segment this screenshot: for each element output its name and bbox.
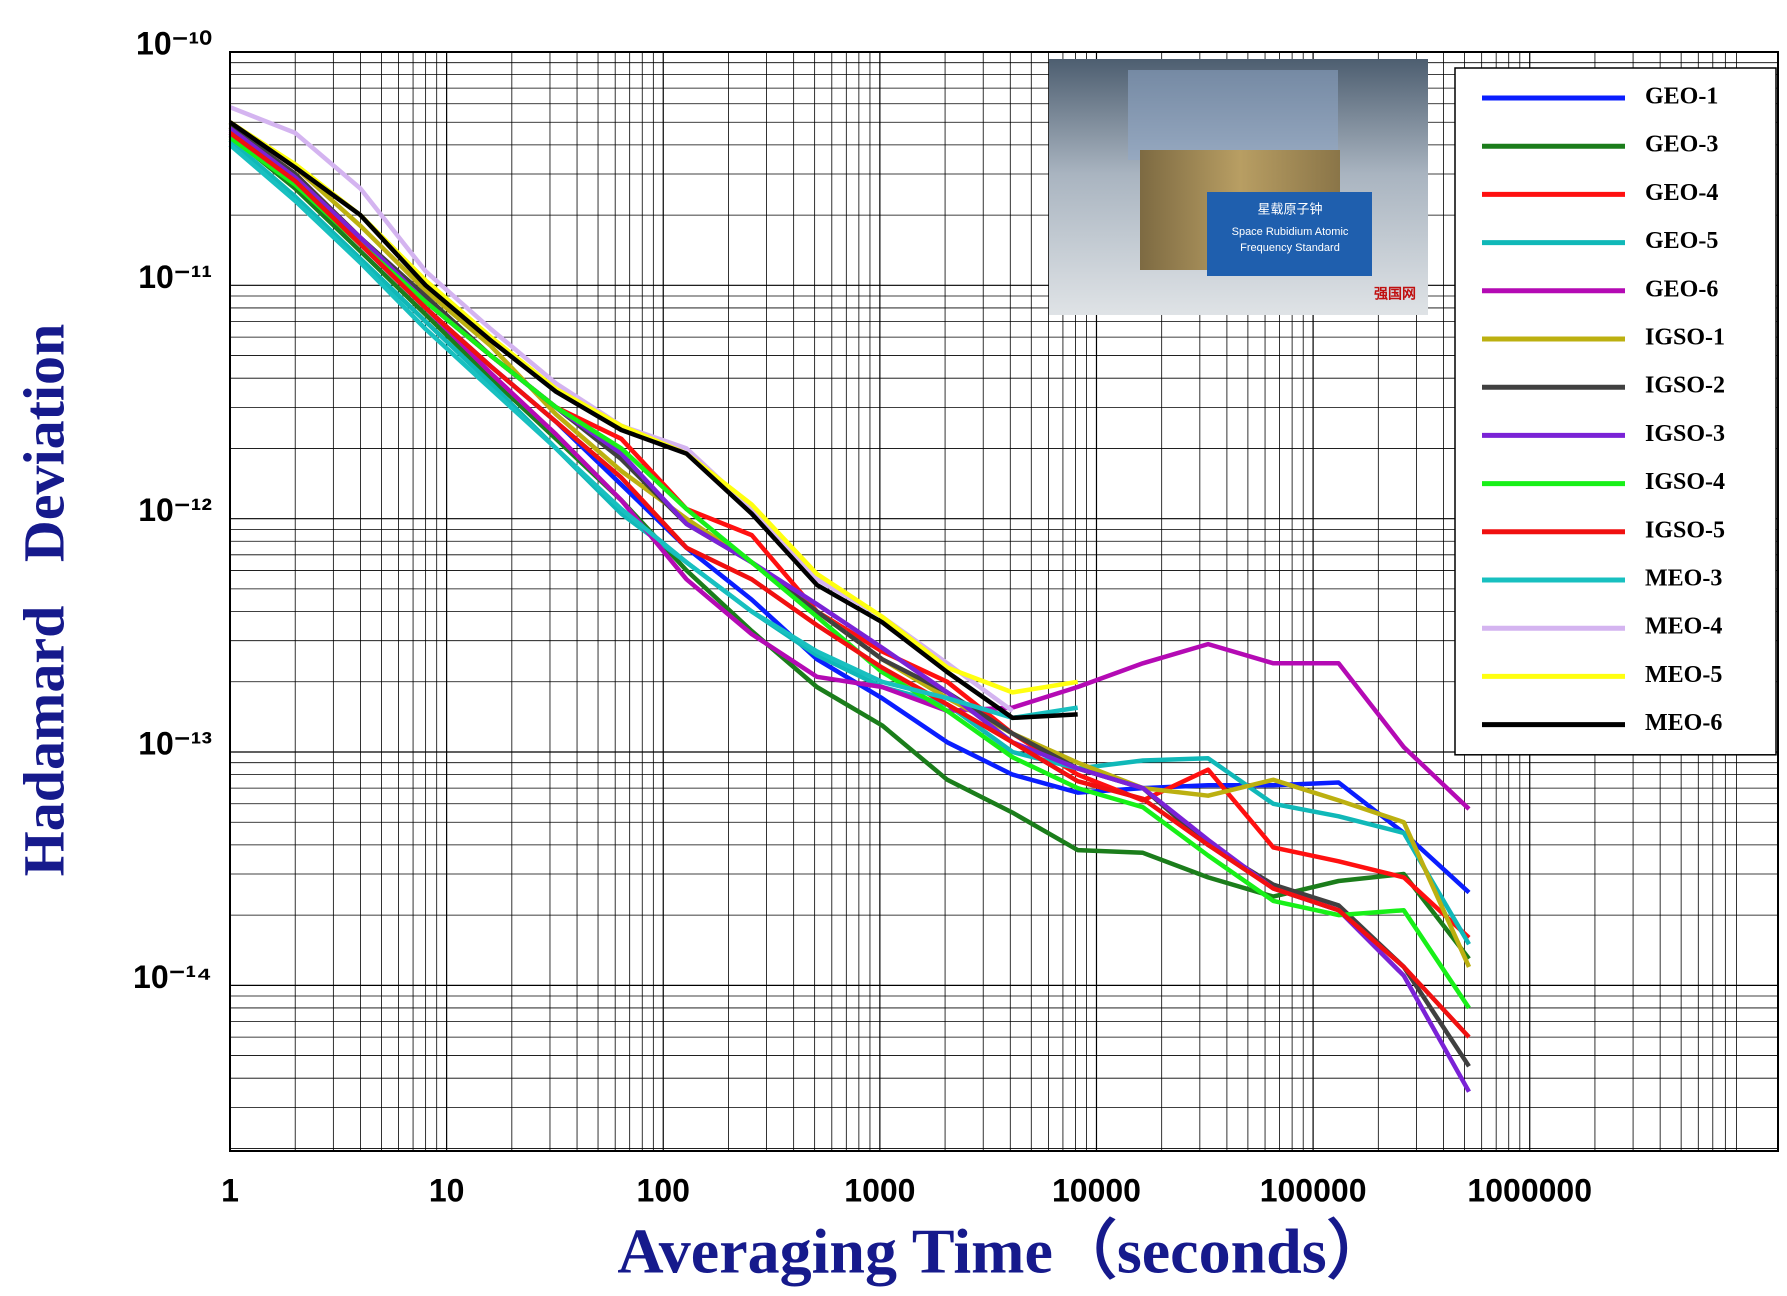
y-tick-label: 10⁻¹³ [138,725,212,761]
photo-placard [1207,192,1372,276]
legend-label: MEO-3 [1645,566,1722,592]
legend-label: GEO-5 [1645,228,1718,254]
x-tick-label: 1000 [844,1172,915,1208]
y-tick-label: 10⁻¹⁴ [133,959,212,995]
legend-label: IGSO-4 [1645,469,1725,495]
watermark: 强国网 [1374,286,1416,302]
legend-label: GEO-3 [1645,132,1718,158]
legend-label: GEO-6 [1645,276,1718,302]
y-tick-label: 10⁻¹⁰ [136,25,212,61]
placard-en: Frequency Standard [1240,242,1340,254]
x-tick-label: 100000 [1260,1172,1367,1208]
legend: GEO-1 GEO-3 GEO-4 GEO-5 GEO-6 IGSO-1 IGSO-2 IGS… [1454,67,1777,756]
legend-label: IGSO-1 [1645,325,1725,351]
y-axis-title: Hadamard Deviation [11,324,76,877]
photo-glass [1128,70,1338,160]
series-line [228,120,1078,721]
legend-label: MEO-5 [1645,662,1722,688]
series-line [228,143,1079,721]
x-axis-title: Averaging Time（seconds） [617,1216,1390,1287]
legend-label: MEO-4 [1645,614,1722,640]
legend-label: GEO-4 [1645,180,1718,206]
legend-box [1454,67,1777,756]
series-line [229,105,1014,713]
x-tick-label: 1000000 [1467,1172,1592,1208]
legend-label: GEO-1 [1645,84,1718,110]
x-tick-label: 10 [429,1172,465,1208]
legend-label: IGSO-3 [1645,421,1725,447]
y-tick-label: 10⁻¹² [138,492,212,528]
placard-en: Space Rubidium Atomic [1232,226,1349,238]
inset-photo: 星载原子钟 Space Rubidium Atomic Frequency St… [1049,59,1428,315]
series-lines [228,105,1472,1093]
x-tick-label: 100 [637,1172,690,1208]
x-tick-label: 10000 [1052,1172,1141,1208]
series-line [228,138,1471,946]
series-line [228,131,1471,1039]
legend-label: IGSO-2 [1645,373,1725,399]
legend-label: IGSO-5 [1645,517,1725,543]
placard-cn: 星载原子钟 [1257,201,1322,216]
x-tick-label: 1 [221,1172,239,1208]
plot-frame [229,51,1779,1152]
tick-labels: 1 10 100 1000 10000 100000 1000000 10⁻¹⁰ 10⁻¹¹ 10… [133,25,1592,1208]
legend-label: MEO-6 [1645,710,1722,736]
y-tick-label: 10⁻¹¹ [138,259,212,295]
